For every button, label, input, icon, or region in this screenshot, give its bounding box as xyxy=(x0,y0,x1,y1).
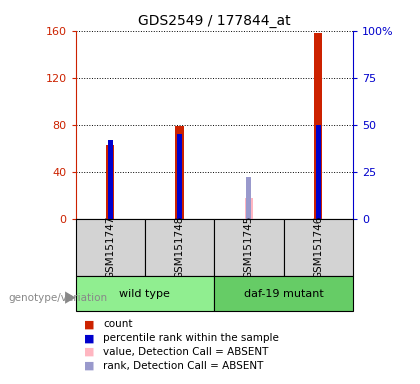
Text: GSM151745: GSM151745 xyxy=(244,216,254,280)
Bar xyxy=(108,140,113,219)
Text: genotype/variation: genotype/variation xyxy=(8,293,108,303)
Text: GSM151746: GSM151746 xyxy=(313,216,323,280)
Bar xyxy=(245,198,253,219)
Polygon shape xyxy=(65,291,76,304)
Bar xyxy=(177,134,182,219)
Text: wild type: wild type xyxy=(119,289,171,299)
Bar xyxy=(314,33,322,219)
Text: daf-19 mutant: daf-19 mutant xyxy=(244,289,323,299)
Bar xyxy=(145,219,214,276)
Text: ■: ■ xyxy=(84,333,94,343)
Text: GSM151747: GSM151747 xyxy=(105,216,115,280)
Bar xyxy=(247,177,251,219)
Bar xyxy=(76,276,214,311)
Text: ■: ■ xyxy=(84,319,94,329)
Bar xyxy=(214,276,353,311)
Text: percentile rank within the sample: percentile rank within the sample xyxy=(103,333,279,343)
Bar xyxy=(106,145,114,219)
Text: ■: ■ xyxy=(84,361,94,371)
Bar xyxy=(214,219,284,276)
Bar xyxy=(316,125,320,219)
Bar xyxy=(284,219,353,276)
Bar xyxy=(76,219,145,276)
Text: ■: ■ xyxy=(84,347,94,357)
Bar xyxy=(176,126,184,219)
Text: count: count xyxy=(103,319,132,329)
Text: rank, Detection Call = ABSENT: rank, Detection Call = ABSENT xyxy=(103,361,263,371)
Title: GDS2549 / 177844_at: GDS2549 / 177844_at xyxy=(138,14,291,28)
Text: GSM151748: GSM151748 xyxy=(175,216,184,280)
Text: value, Detection Call = ABSENT: value, Detection Call = ABSENT xyxy=(103,347,268,357)
